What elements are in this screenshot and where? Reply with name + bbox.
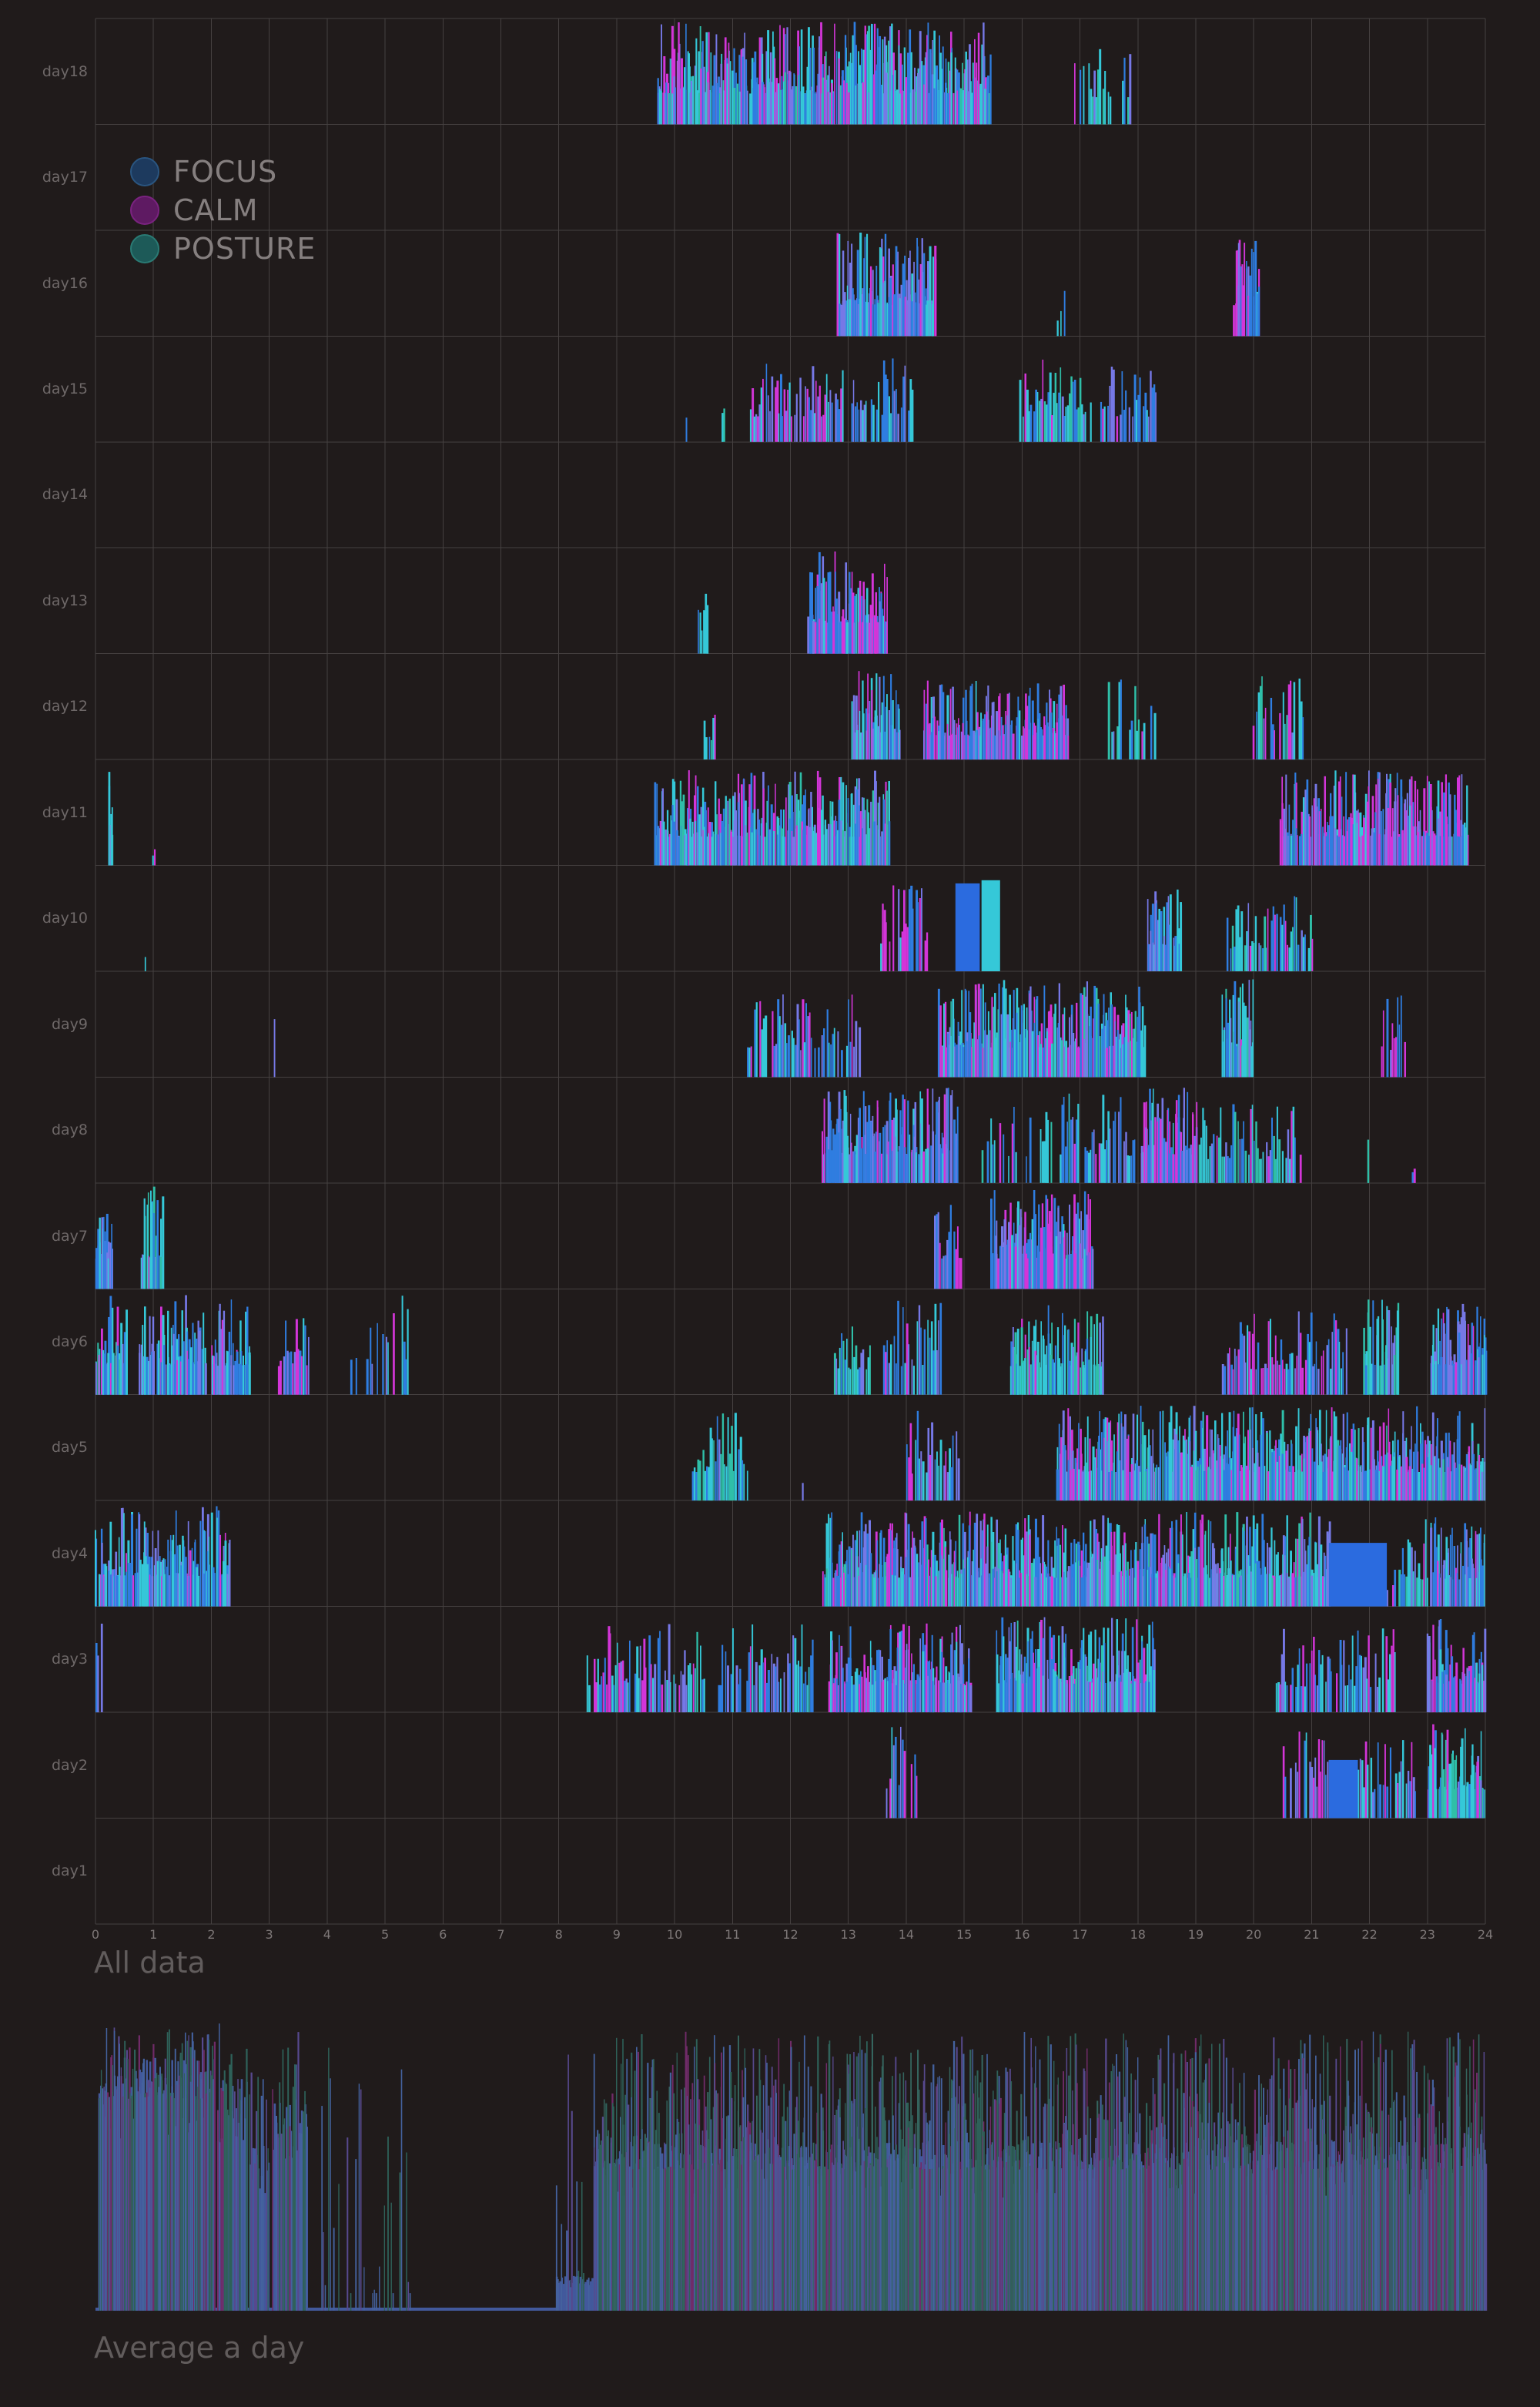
day-label-day14: day14 [42, 486, 88, 504]
day-label-day10: day10 [42, 910, 88, 927]
x-tick-label-5: 5 [380, 1927, 390, 1942]
day-label-day17: day17 [42, 169, 88, 186]
x-tick-label-8: 8 [554, 1927, 563, 1942]
x-tick-label-15: 15 [956, 1927, 973, 1942]
calm-dot-icon [130, 196, 159, 225]
day-label-day1: day1 [51, 1862, 88, 1880]
posture-dot-icon [130, 234, 159, 263]
x-tick-label-2: 2 [207, 1927, 216, 1942]
x-tick-label-10: 10 [666, 1927, 683, 1942]
x-tick-label-1: 1 [149, 1927, 158, 1942]
x-tick-label-6: 6 [439, 1927, 447, 1942]
x-tick-label-23: 23 [1419, 1927, 1435, 1942]
legend-label-focus: FOCUS [173, 155, 278, 189]
day-label-day11: day11 [42, 803, 88, 821]
x-tick-label-22: 22 [1361, 1927, 1378, 1942]
x-tick-label-4: 4 [323, 1927, 331, 1942]
legend-label-calm: CALM [173, 193, 259, 227]
day-label-day18: day18 [42, 62, 88, 80]
x-tick-label-0: 0 [91, 1927, 100, 1942]
x-tick-label-12: 12 [782, 1927, 798, 1942]
day-label-day16: day16 [42, 274, 88, 292]
day-label-day13: day13 [42, 592, 88, 609]
all-data-title: All data [94, 1946, 206, 1980]
focus-dot-icon [130, 157, 159, 186]
x-tick-label-17: 17 [1072, 1927, 1088, 1942]
legend-label-posture: POSTURE [173, 232, 316, 266]
day-label-day6: day6 [51, 1333, 88, 1350]
x-tick-label-9: 9 [612, 1927, 621, 1942]
day-label-day15: day15 [42, 380, 88, 398]
day-label-day4: day4 [51, 1544, 88, 1562]
legend-item-focus: FOCUS [130, 153, 316, 191]
x-tick-label-20: 20 [1245, 1927, 1262, 1942]
legend: FOCUS CALM POSTURE [130, 153, 316, 268]
x-tick-label-11: 11 [725, 1927, 741, 1942]
x-tick-label-24: 24 [1477, 1927, 1494, 1942]
day-label-day3: day3 [51, 1651, 88, 1668]
day-label-day7: day7 [51, 1227, 88, 1245]
x-tick-label-21: 21 [1304, 1927, 1320, 1942]
x-tick-label-14: 14 [898, 1927, 915, 1942]
day-label-day5: day5 [51, 1439, 88, 1457]
x-tick-label-18: 18 [1130, 1927, 1146, 1942]
x-tick-label-3: 3 [265, 1927, 273, 1942]
x-tick-label-19: 19 [1187, 1927, 1204, 1942]
day-label-day12: day12 [42, 698, 88, 716]
day-label-day2: day2 [51, 1756, 88, 1774]
day-label-day9: day9 [51, 1015, 88, 1033]
legend-item-calm: CALM [130, 191, 316, 230]
average-day-title: Average a day [94, 2331, 305, 2365]
x-tick-label-13: 13 [840, 1927, 856, 1942]
day-label-day8: day8 [51, 1121, 88, 1139]
legend-item-posture: POSTURE [130, 230, 316, 268]
x-tick-label-16: 16 [1014, 1927, 1030, 1942]
x-tick-label-7: 7 [497, 1927, 505, 1942]
